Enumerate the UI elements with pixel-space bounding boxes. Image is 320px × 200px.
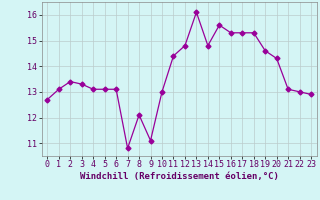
X-axis label: Windchill (Refroidissement éolien,°C): Windchill (Refroidissement éolien,°C) <box>80 172 279 181</box>
